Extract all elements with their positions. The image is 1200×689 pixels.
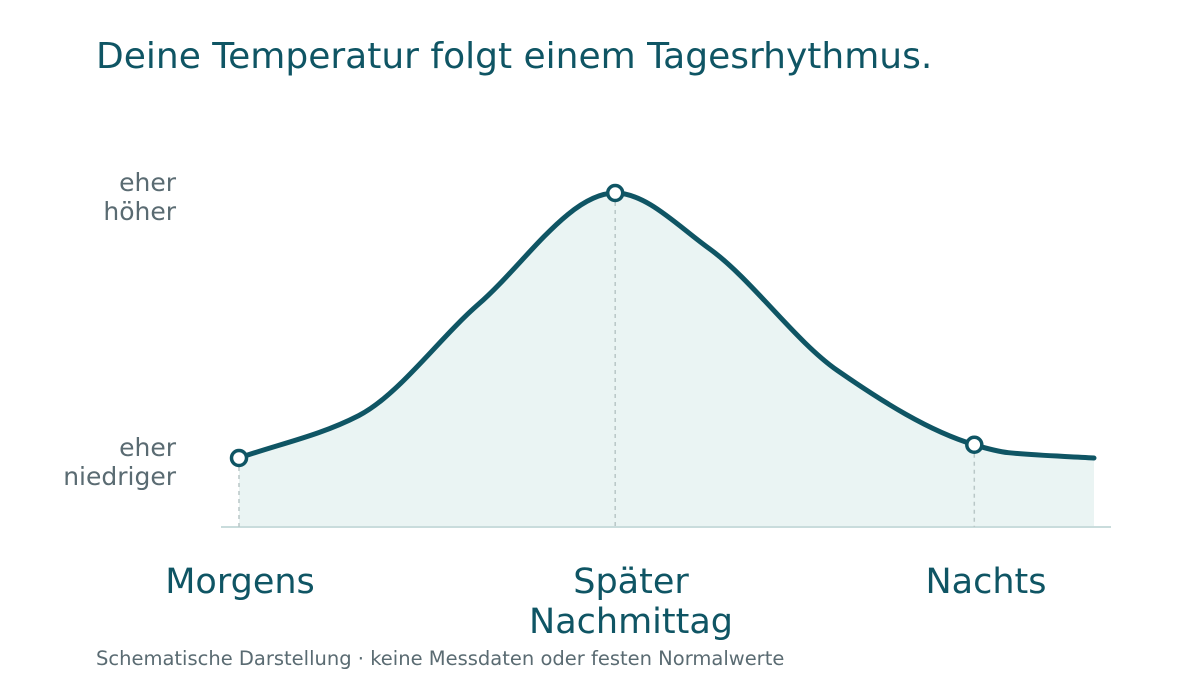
x-label-night: Nachts [925, 562, 1046, 602]
x-label-afternoon: Später Nachmittag [529, 562, 733, 642]
x-label-night-line-1: Nachts [925, 562, 1047, 602]
x-label-afternoon-line-2: Nachmittag [529, 602, 733, 642]
chart-title: Deine Temperatur folgt einem Tagesrhythm… [96, 36, 933, 77]
x-label-morning: Morgens [165, 562, 315, 602]
y-label-high-line-2: höher [103, 197, 176, 226]
x-label-afternoon-line-1: Später [573, 562, 689, 602]
y-label-high-line-1: eher [119, 168, 176, 197]
curve-area-fill [239, 193, 1094, 527]
marker-morning [229, 448, 249, 468]
y-label-high: eher höher [103, 168, 176, 226]
marker-afternoon [605, 183, 625, 203]
marker-night [965, 435, 984, 454]
x-label-morning-line-1: Morgens [165, 562, 315, 602]
footnote: Schematische Darstellung · keine Messdat… [96, 647, 785, 670]
y-label-low: eher niedriger [63, 433, 176, 491]
y-label-low-line-1: eher [119, 433, 176, 462]
y-label-low-line-2: niedriger [63, 462, 176, 491]
temperature-curve [236, 190, 1097, 461]
